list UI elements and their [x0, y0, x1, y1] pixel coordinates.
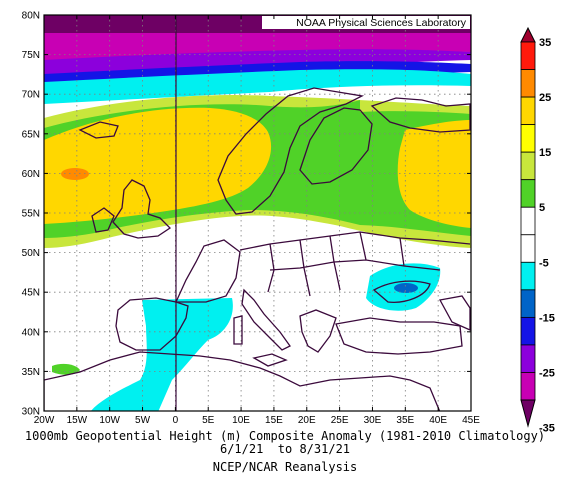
zone-cyan-med	[90, 298, 233, 411]
zone-orange	[61, 168, 89, 180]
lon-label: 0	[173, 415, 179, 426]
black-sea	[372, 280, 431, 303]
lon-label: 5W	[135, 415, 151, 426]
lat-label: 75N	[22, 50, 40, 61]
colorbar: 35 25 15 5 -5 -15 -25 -35	[520, 26, 555, 435]
kola-white-sea	[370, 97, 471, 133]
coastlines	[44, 87, 471, 411]
colorbar-swatch	[520, 179, 536, 208]
lat-label: 55N	[22, 209, 40, 220]
lat-label: 40N	[22, 327, 40, 338]
lon-label: 40E	[429, 415, 447, 426]
colorbar-label: -15	[539, 312, 555, 324]
credit-box	[262, 16, 470, 29]
lon-label: 15W	[67, 415, 88, 426]
colorbar-top-arrow	[520, 26, 536, 43]
caption-title: 1000mb Geopotential Height (m) Composite…	[24, 429, 546, 443]
sicily	[252, 353, 288, 367]
scandinavia	[217, 87, 365, 215]
colorbar-swatch	[520, 124, 536, 153]
band-cyan	[44, 69, 471, 104]
colorbar-label: 25	[539, 92, 551, 104]
lat-label: 30N	[22, 407, 40, 418]
north-africa	[44, 351, 441, 411]
lon-label: 15E	[265, 415, 283, 426]
caption-date-range: 6/1/21 to 8/31/21	[219, 442, 351, 456]
grid-lines	[44, 15, 471, 411]
colorbar-label: 35	[539, 37, 551, 49]
zone-blue-blacksea	[394, 283, 418, 293]
colorbar-label: 5	[539, 202, 545, 214]
sardinia-corsica	[233, 315, 243, 345]
great-britain	[112, 179, 172, 239]
zone-green-africa	[52, 363, 80, 375]
colorbar-swatch	[520, 151, 536, 181]
lat-label: 45N	[22, 288, 40, 299]
lat-label: 35N	[22, 367, 40, 378]
map-plot-area	[44, 15, 471, 411]
lon-label: 10E	[232, 415, 250, 426]
colorbar-swatch	[520, 69, 536, 98]
ireland	[91, 207, 115, 233]
colorbar-swatch	[520, 261, 536, 291]
lon-label: 35E	[396, 415, 414, 426]
central-europe-borders	[239, 231, 471, 251]
lon-label: 5E	[202, 415, 215, 426]
iberia	[115, 297, 189, 351]
colorbar-swatch	[520, 316, 536, 346]
lat-label: 80N	[22, 11, 40, 22]
lon-label: 45E	[462, 415, 480, 426]
lon-label: 10W	[99, 415, 120, 426]
country-borders	[267, 231, 441, 297]
zone-yellow-east	[397, 120, 471, 228]
latitude-labels: 80N 75N 70N 65N 60N 55N 50N 45N 40N 35N 30N	[22, 11, 471, 418]
colorbar-swatch	[520, 289, 536, 318]
france	[174, 239, 241, 303]
lat-label: 65N	[22, 129, 40, 140]
colorbar-swatch	[520, 344, 536, 373]
caspian-caucasus	[438, 295, 471, 332]
lat-label: 50N	[22, 248, 40, 259]
caption-source: NCEP/NCAR Reanalysis	[212, 460, 358, 474]
colorbar-label: -25	[539, 367, 555, 379]
colorbar-swatch	[520, 206, 536, 236]
colorbar-swatch	[520, 96, 536, 126]
lon-label: 30E	[364, 415, 382, 426]
colorbar-label: -5	[539, 257, 549, 269]
balkans-greece	[299, 309, 337, 353]
lat-label: 60N	[22, 169, 40, 180]
turkey	[335, 317, 463, 355]
iceland	[78, 121, 119, 139]
colorbar-swatch	[520, 41, 536, 70]
lon-label: 20W	[34, 415, 55, 426]
colorbar-label: 15	[539, 147, 551, 159]
lon-label: 20E	[298, 415, 316, 426]
colorbar-bottom-arrow	[520, 399, 536, 428]
longitude-labels: 20W 15W 10W 5W 0 5E 10E 15E 20E 25E 30E 35E 40E 45E	[34, 15, 480, 426]
colorbar-swatch	[520, 234, 536, 263]
finland	[299, 107, 373, 185]
lat-label: 70N	[22, 90, 40, 101]
italy	[241, 288, 291, 351]
colorbar-label: -35	[539, 423, 555, 435]
colorbar-swatch	[520, 372, 536, 401]
lon-label: 25E	[331, 415, 349, 426]
credit-label: NOAA Physical Sciences Laboratory	[296, 17, 467, 29]
